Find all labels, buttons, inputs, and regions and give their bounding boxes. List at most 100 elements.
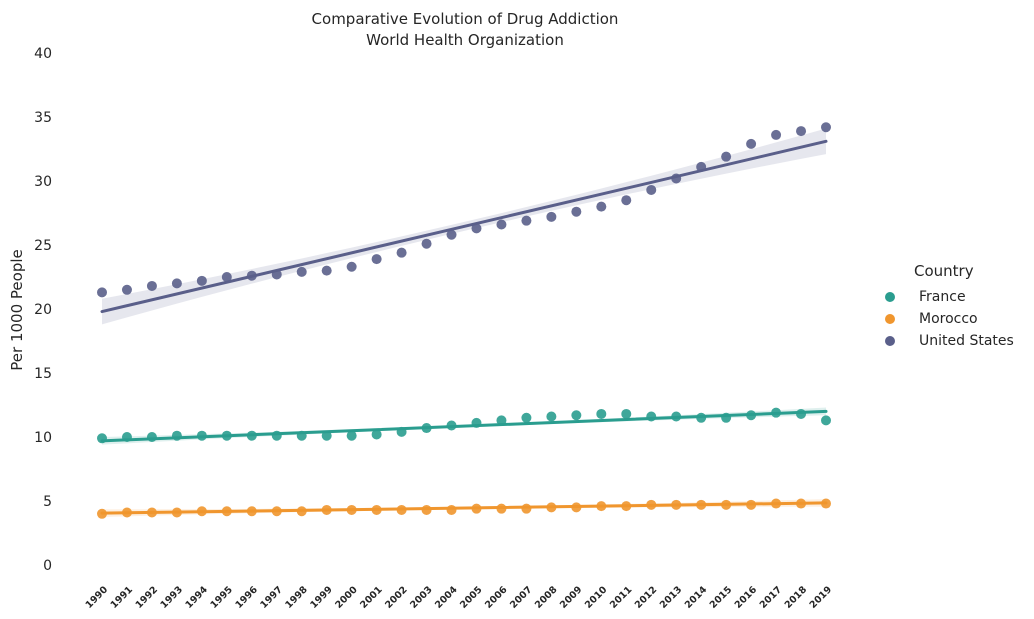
x-tick-label: 1999 [308, 584, 334, 610]
x-tick-label: 2004 [433, 584, 460, 611]
y-axis-label: Per 1000 People [8, 249, 26, 370]
data-point-france [571, 410, 582, 421]
x-tick-label: 2009 [558, 584, 584, 610]
x-tick-label: 2000 [333, 584, 360, 611]
data-point-france [246, 430, 257, 441]
data-point-united-states [696, 161, 707, 172]
data-point-united-states [196, 275, 207, 286]
x-tick-label: 1991 [109, 584, 135, 610]
data-point-france [97, 433, 107, 444]
data-point-morocco [121, 507, 132, 518]
data-point-united-states [346, 261, 357, 272]
data-point-united-states [671, 173, 682, 184]
data-point-morocco [771, 498, 782, 509]
legend-label-morocco: Morocco [919, 311, 978, 327]
trend-line-france [100, 409, 828, 443]
data-point-united-states [646, 184, 657, 195]
y-tick-label: 15 [34, 366, 52, 382]
data-point-france [221, 430, 232, 441]
x-tick-label: 2015 [708, 584, 734, 610]
data-point-france [496, 415, 507, 426]
data-point-morocco [546, 502, 557, 513]
data-point-france [771, 407, 782, 418]
data-point-morocco [746, 499, 757, 510]
data-point-morocco [621, 501, 632, 512]
y-tick-label: 35 [34, 110, 52, 126]
data-point-france [621, 408, 632, 419]
data-point-france [421, 423, 432, 434]
data-point-morocco [446, 504, 457, 515]
data-point-morocco [671, 499, 682, 510]
data-point-france [446, 420, 457, 431]
x-tick-label: 1992 [134, 584, 160, 610]
data-point-france [746, 410, 757, 421]
data-point-france [796, 408, 807, 419]
data-point-united-states [246, 270, 257, 281]
x-tick-label: 2018 [783, 584, 810, 611]
data-point-morocco [496, 503, 507, 514]
data-point-united-states [596, 201, 607, 212]
chart-subtitle: World Health Organization [366, 31, 564, 49]
data-point-france [596, 408, 607, 419]
x-tick-label: 2011 [608, 584, 634, 610]
data-point-united-states [321, 265, 332, 276]
x-tick-label: 2019 [808, 584, 834, 610]
data-point-morocco [371, 504, 382, 515]
data-point-morocco [321, 504, 332, 515]
data-point-morocco [421, 504, 432, 515]
x-tick-label: 2006 [483, 584, 510, 611]
x-tick-label: 1998 [283, 584, 310, 611]
x-tick-label: 2017 [758, 584, 784, 610]
data-point-france [696, 412, 707, 423]
data-point-morocco [171, 507, 182, 518]
data-point-france [721, 412, 732, 423]
data-point-morocco [821, 498, 831, 509]
data-point-france [396, 426, 407, 437]
data-point-france [671, 411, 682, 422]
y-tick-label: 30 [34, 174, 52, 190]
data-point-morocco [646, 499, 657, 510]
data-point-france [371, 429, 382, 440]
data-point-united-states [446, 229, 457, 240]
data-point-france [346, 430, 357, 441]
x-tick-label: 1996 [233, 584, 260, 611]
x-tick-label: 2007 [508, 584, 534, 610]
data-point-morocco [721, 499, 732, 510]
trend-line-united-states [100, 139, 828, 314]
data-point-france [171, 430, 182, 441]
data-point-united-states [421, 238, 432, 249]
x-tick-label: 1995 [208, 584, 234, 610]
data-point-morocco [97, 508, 107, 519]
data-point-united-states [571, 206, 582, 217]
data-point-united-states [471, 223, 482, 234]
data-point-france [646, 411, 657, 422]
trend-line-morocco [100, 501, 828, 515]
data-point-morocco [796, 498, 807, 509]
y-ticks: 0 5 10 15 20 25 30 35 40 [34, 46, 52, 574]
data-point-united-states [496, 219, 507, 230]
data-point-morocco [396, 504, 407, 515]
data-point-morocco [146, 507, 157, 518]
data-point-morocco [521, 503, 532, 514]
data-point-morocco [346, 504, 357, 515]
data-point-france [821, 415, 831, 426]
data-point-united-states [371, 254, 382, 265]
y-tick-label: 40 [34, 46, 52, 62]
legend-item-united-states: United States [880, 330, 1014, 352]
x-tick-label: 2012 [633, 584, 659, 610]
x-tick-label: 2002 [383, 584, 409, 610]
data-point-united-states [521, 215, 532, 226]
data-point-morocco [221, 506, 232, 517]
x-tick-label: 2003 [408, 584, 434, 610]
data-point-france [121, 432, 132, 442]
legend-swatch-france [885, 292, 895, 302]
legend: Country France Morocco United States [880, 262, 1014, 352]
data-point-france [271, 430, 282, 441]
data-point-france [321, 430, 332, 441]
data-point-united-states [396, 247, 407, 258]
x-tick-label: 1990 [84, 584, 111, 611]
x-tick-label: 2016 [733, 584, 760, 611]
x-tick-label: 1997 [258, 584, 284, 610]
data-point-united-states [221, 272, 232, 282]
y-tick-label: 5 [43, 494, 52, 510]
